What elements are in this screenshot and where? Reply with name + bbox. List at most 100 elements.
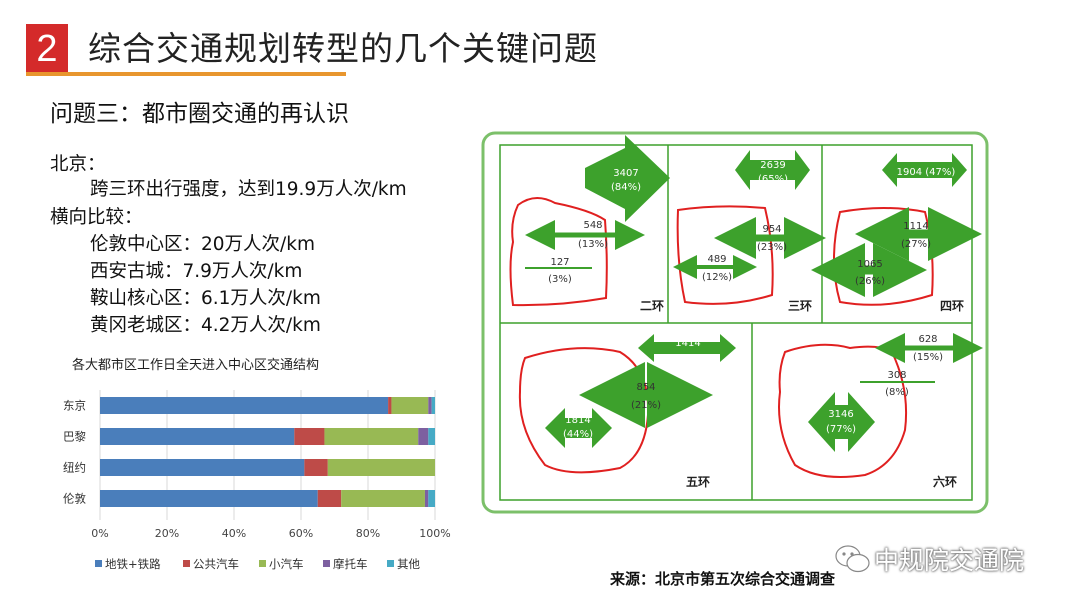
bar-segment-2 [317,490,342,507]
ring-5-boundary [518,347,650,474]
label-ring-6-c: 3146 [828,409,853,420]
category-label: 纽约 [63,461,86,475]
legend-label: 其他 [397,557,420,571]
label-ring-6-b: 308 [887,370,906,381]
bar-segment-3 [324,428,419,445]
bar-segment-4 [418,428,429,445]
category-label: 巴黎 [63,430,86,444]
bar-segment-1 [100,459,305,476]
bar-segment-5 [428,490,435,507]
label-ring-6-a: 628 [918,334,937,345]
compare-item-anshan: 鞍山核心区：6.1万人次/km [90,288,321,309]
legend-label: 摩托车 [333,557,368,571]
bar-segment-4 [424,490,429,507]
label-ring-3-a: 2639 [760,160,785,171]
category-label: 伦敦 [63,492,86,506]
panel-ring-2: 3407 (84%) 548 (13%) 127 (3%) 二环 [509,135,670,313]
section-subtitle: 问题三：都市圈交通的再认识 [50,101,349,127]
page-title: 综合交通规划转型的几个关键问题 [88,29,598,68]
x-tick-label: 80% [356,527,380,540]
label-ring-5-c: 1814 [565,415,590,426]
label-ring-5-b: 854 [636,382,655,393]
label-ring-3-b: 954 [762,224,781,235]
x-tick-label: 0% [91,527,108,540]
label-ring-4-b: 1114 [903,221,928,232]
x-tick-label: 60% [289,527,313,540]
x-tick-label: 20% [155,527,179,540]
label-ring-5-a: 1414 [675,338,700,349]
source-note: 来源：北京市第五次综合交通调查 [610,570,836,588]
legend-swatch [183,560,190,567]
panel-ring-6: 628 (15%) 308 (8%) 3146 (77%) 六环 [778,333,983,489]
pct-ring-5-c: (44%) [563,429,593,440]
ring-6-boundary [778,343,908,478]
pct-ring-5-a: (35%) [673,354,703,365]
pct-ring-2-c: (3%) [548,274,572,285]
title-underline [26,72,346,76]
pct-ring-3-a: (65%) [758,174,788,185]
bar-segment-1 [100,428,295,445]
watermark-text: 中规院交通院 [874,546,1025,575]
bar-segment-2 [388,397,392,414]
pct-ring-6-b: (8%) [885,387,909,398]
wechat-icon [835,545,870,573]
label-ring-3-c: 489 [707,254,726,265]
legend-label: 小汽车 [269,557,304,571]
bar-segment-3 [327,459,435,476]
panel-ring-4: 1904 (47%) 1114 (27%) 1065 (26%) 四环 [811,153,982,313]
section-number: 2 [26,24,68,74]
label-ring-4-c: 1065 [857,259,882,270]
bar-segment-2 [304,459,328,476]
arrow-ring-5-small [545,408,612,448]
category-label: 东京 [63,399,86,413]
beijing-label: 北京： [50,154,106,175]
legend-swatch [323,560,330,567]
label-ring-2-c: 127 [550,257,569,268]
compare-label: 横向比较： [50,207,143,228]
pct-ring-4-b: (27%) [901,239,931,250]
arrow-ring-5-main [638,334,736,362]
legend-label: 地铁+铁路 [105,557,161,571]
bar-segment-1 [100,490,318,507]
bar-segment-3 [391,397,429,414]
legend-label: 公共汽车 [193,557,239,571]
chart-title: 各大都市区工作日全天进入中心区交通结构 [72,358,320,373]
x-tick-label: 100% [419,527,450,540]
bar-segment-2 [294,428,325,445]
ring-4-name: 四环 [940,299,964,313]
pct-ring-3-b: (23%) [757,242,787,253]
legend-swatch [387,560,394,567]
x-tick-label: 40% [222,527,246,540]
bar-segment-5 [428,428,435,445]
arrow-ring-3-main [735,150,810,190]
panel-ring-5: 1414 (35%) 854 (21%) 1814 (44%) 五环 [518,334,736,489]
pct-ring-2-b: (13%) [578,239,608,250]
arrow-ring-2-main [585,135,670,222]
bar-segment-3 [341,490,425,507]
arrow-ring-6-small [808,392,875,452]
compare-item-london: 伦敦中心区：20万人次/km [90,234,316,255]
ring-6-name: 六环 [933,474,957,489]
compare-item-huanggang: 黄冈老城区：4.2万人次/km [90,315,321,336]
beijing-detail: 跨三环出行强度，达到19.9万人次/km [90,179,407,200]
ring-3-name: 三环 [788,299,812,313]
pct-ring-6-c: (77%) [826,424,856,435]
ring-5-name: 五环 [686,475,710,489]
ring-2-boundary [509,197,608,307]
legend-swatch [259,560,266,567]
ring-2-name: 二环 [640,299,664,313]
compare-item-xian: 西安古城：7.9万人次/km [90,261,303,282]
ring-map-figure: 3407 (84%) 548 (13%) 127 (3%) 二环 2639 (6… [481,131,989,514]
label-ring-2-a: 3407 [613,168,638,179]
bar-segment-1 [100,397,389,414]
pct-ring-6-a: (15%) [913,352,943,363]
pct-ring-4-c: (26%) [855,276,885,287]
label-ring-2-b: 548 [583,220,602,231]
label-ring-4-a: 1904 (47%) [897,167,956,178]
arrow-ring-4-main [882,153,967,187]
pct-ring-2-a: (84%) [611,182,641,193]
pct-ring-3-c: (12%) [702,272,732,283]
bar-segment-4 [428,397,432,414]
panel-ring-3: 2639 (65%) 954 (23%) 489 (12%) 三环 [673,150,826,313]
